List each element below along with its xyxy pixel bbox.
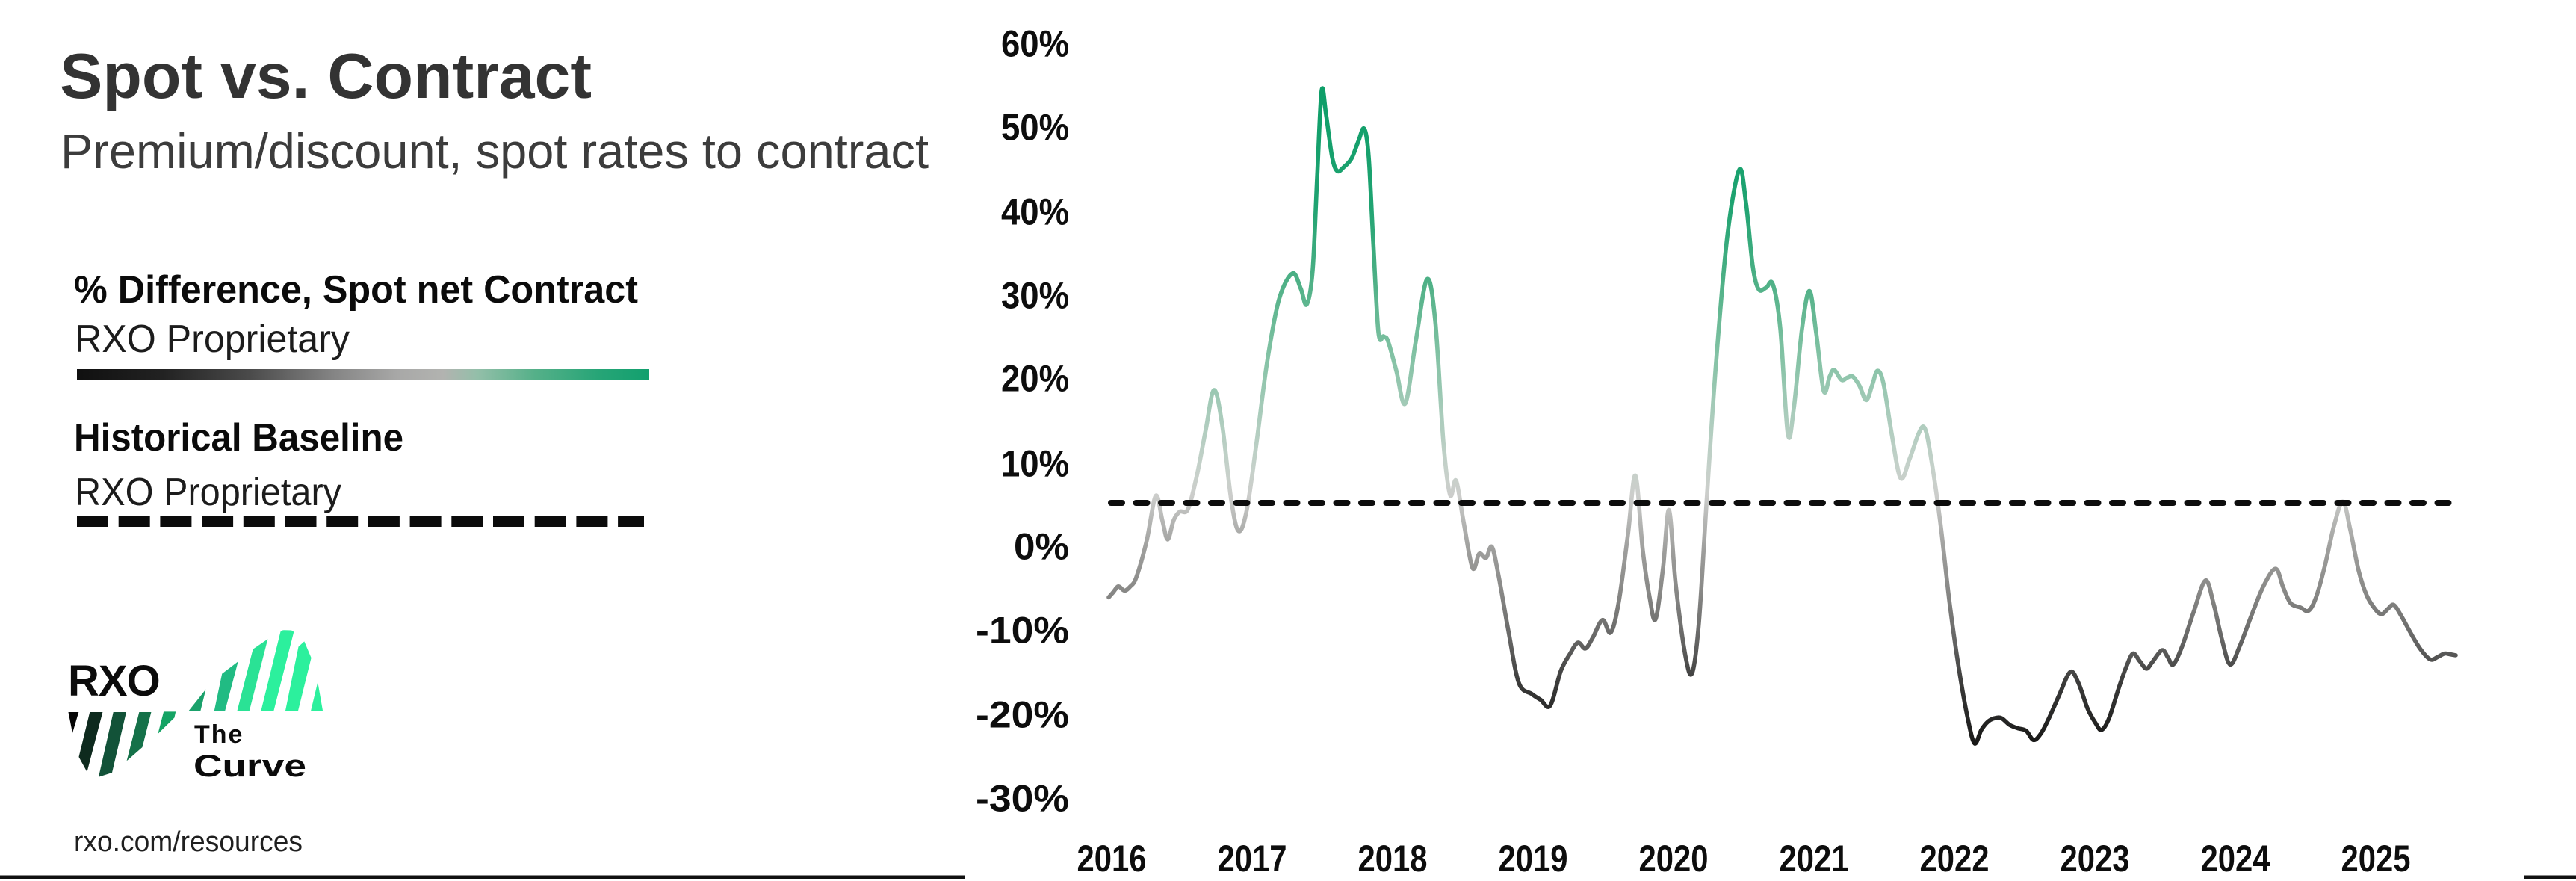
- svg-text:50%: 50%: [1001, 107, 1069, 149]
- svg-text:-10%: -10%: [976, 610, 1069, 652]
- svg-text:2025: 2025: [2341, 838, 2411, 880]
- svg-text:2021: 2021: [1780, 838, 1849, 880]
- svg-text:2022: 2022: [1920, 838, 1990, 880]
- svg-text:Curve: Curve: [193, 748, 306, 783]
- svg-text:40%: 40%: [1001, 191, 1069, 233]
- svg-text:2024: 2024: [2201, 838, 2270, 880]
- svg-text:30%: 30%: [1001, 275, 1069, 317]
- svg-text:% Difference, Spot net Contrac: % Difference, Spot net Contract: [74, 268, 638, 312]
- svg-text:2017: 2017: [1218, 838, 1287, 880]
- svg-text:2018: 2018: [1358, 838, 1428, 880]
- svg-text:The: The: [194, 720, 244, 749]
- svg-text:RXO Proprietary: RXO Proprietary: [75, 318, 350, 361]
- svg-text:rxo.com/resources: rxo.com/resources: [74, 826, 303, 858]
- svg-text:2023: 2023: [2061, 838, 2130, 880]
- svg-text:2020: 2020: [1639, 838, 1709, 880]
- svg-text:60%: 60%: [1001, 23, 1069, 65]
- svg-text:0%: 0%: [1014, 526, 1069, 568]
- svg-text:RXO: RXO: [68, 657, 160, 705]
- svg-text:RXO Proprietary: RXO Proprietary: [75, 471, 341, 514]
- svg-text:2016: 2016: [1077, 838, 1147, 880]
- svg-text:10%: 10%: [1001, 443, 1069, 485]
- svg-text:Premium/discount, spot rates t: Premium/discount, spot rates to contract: [61, 123, 929, 179]
- svg-text:Spot vs. Contract: Spot vs. Contract: [60, 41, 592, 112]
- svg-text:-20%: -20%: [976, 694, 1069, 736]
- svg-text:-30%: -30%: [976, 778, 1069, 820]
- svg-text:Historical Baseline: Historical Baseline: [74, 416, 403, 460]
- svg-text:20%: 20%: [1001, 358, 1069, 400]
- svg-text:2019: 2019: [1499, 838, 1568, 880]
